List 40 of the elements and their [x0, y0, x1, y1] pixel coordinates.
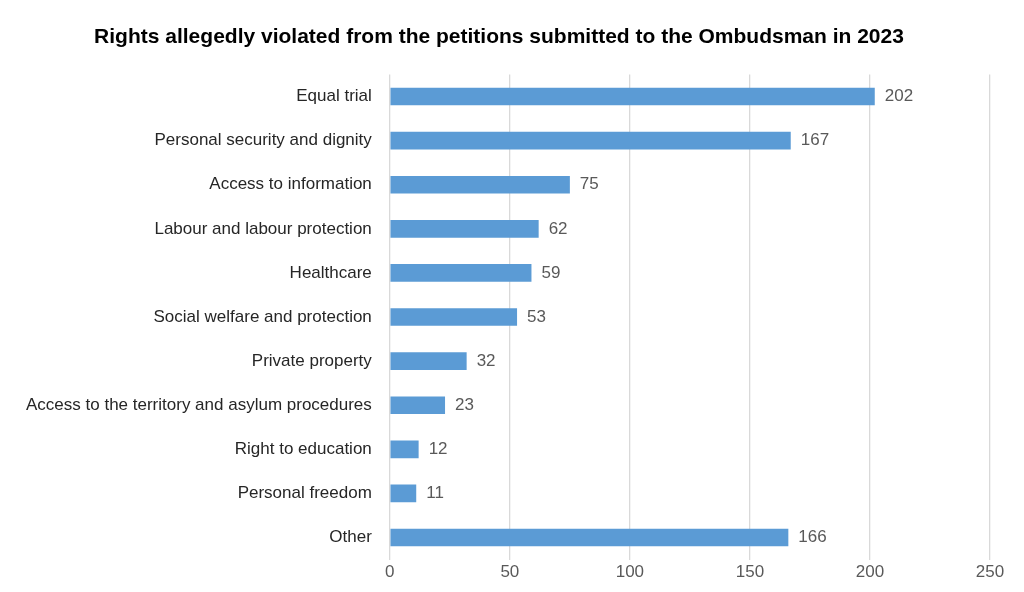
- y-tick-label: Private property: [251, 350, 373, 370]
- data-label: 11: [426, 483, 444, 503]
- data-label: 202: [884, 86, 914, 106]
- y-tick-label: Other: [329, 527, 373, 547]
- bar: [390, 396, 446, 415]
- data-label: 166: [798, 527, 827, 547]
- data-label: 62: [548, 218, 568, 238]
- chart-title: Rights allegedly violated from the petitions submitted to the Ombudsman in 2023: [94, 24, 904, 48]
- data-label: 75: [579, 174, 599, 194]
- x-tick-label: 100: [615, 562, 645, 582]
- bar: [390, 220, 539, 238]
- data-label: 167: [800, 130, 830, 150]
- data-label: 32: [476, 350, 496, 370]
- bar: [390, 131, 791, 150]
- y-tick-label: Personal security and dignity: [154, 130, 373, 150]
- x-tick-label: 150: [735, 562, 765, 582]
- bar: [390, 87, 875, 106]
- y-tick-label: Access to the territory and asylum procedures: [25, 394, 372, 414]
- y-tick-label: Healthcare: [289, 262, 372, 282]
- bar: [390, 484, 417, 503]
- x-tick-label: 0: [385, 562, 395, 582]
- x-tick-label: 250: [975, 562, 1005, 582]
- bar: [390, 264, 532, 282]
- y-tick-label: Labour and labour protection: [154, 218, 372, 238]
- y-tick-label: Equal trial: [296, 86, 372, 106]
- x-tick-label: 50: [500, 562, 520, 582]
- bar: [390, 175, 570, 194]
- bar: [390, 352, 467, 370]
- data-label: 53: [527, 306, 546, 326]
- y-tick-label: Personal freedom: [237, 483, 372, 503]
- y-tick-label: Access to information: [209, 174, 372, 194]
- bar: [390, 440, 419, 459]
- y-tick-label: Right to education: [234, 439, 372, 459]
- bar: [390, 528, 789, 547]
- data-label: 59: [541, 262, 561, 282]
- bar: [390, 308, 518, 326]
- y-tick-label: Social welfare and protection: [153, 306, 372, 326]
- data-label: 12: [428, 439, 448, 459]
- data-label: 23: [455, 394, 474, 414]
- x-tick-label: 200: [855, 562, 885, 582]
